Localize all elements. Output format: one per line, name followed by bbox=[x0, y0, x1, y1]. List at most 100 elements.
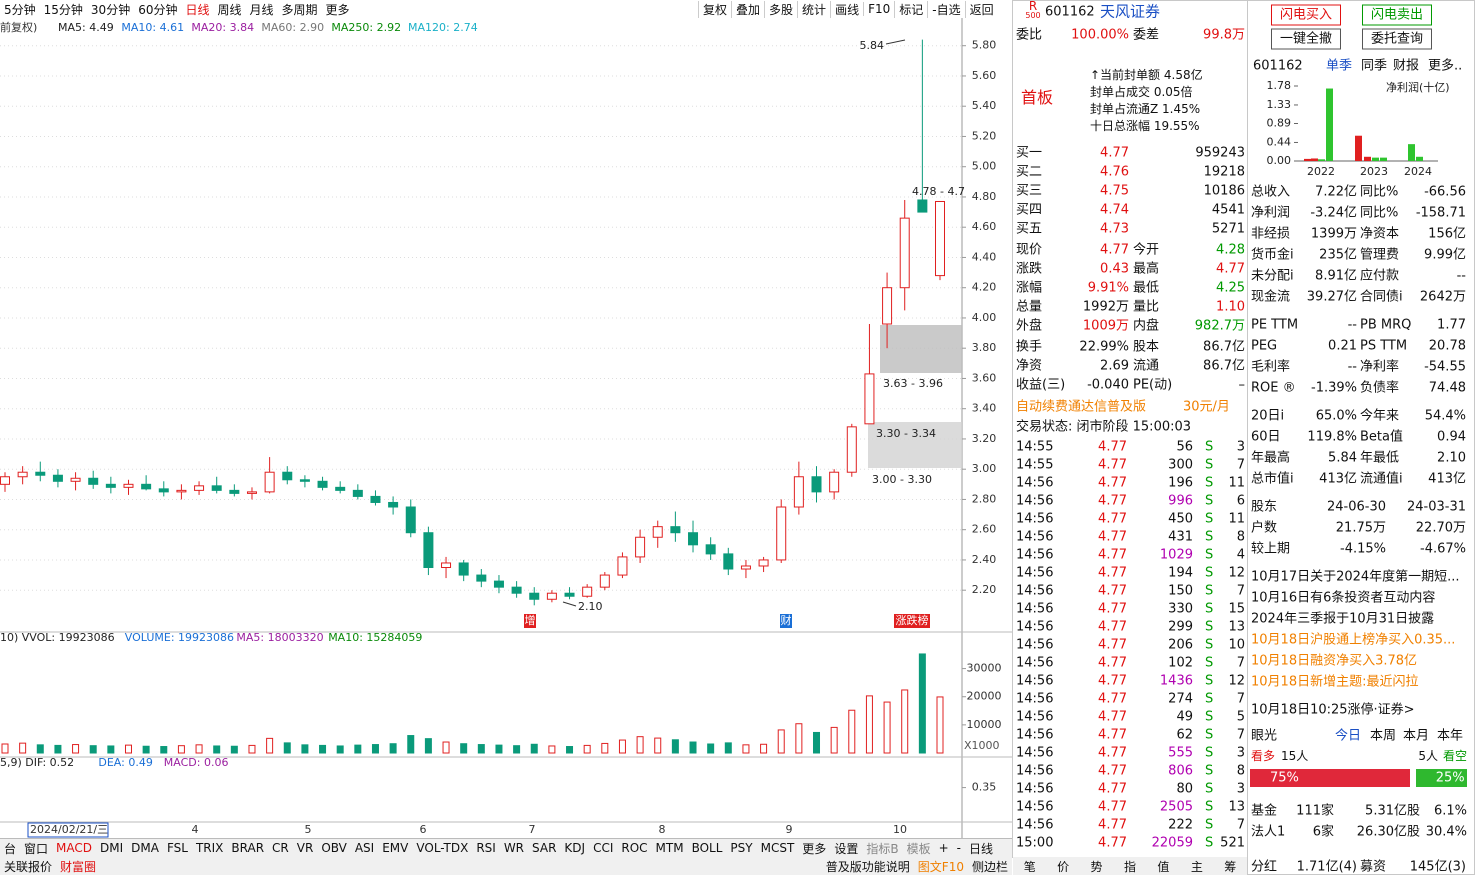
indicator-tab[interactable]: 指标B bbox=[866, 841, 899, 856]
link[interactable]: 侧边栏 bbox=[971, 859, 1008, 874]
indicator-tab[interactable]: VOL-TDX bbox=[416, 841, 469, 855]
control[interactable]: 日线 bbox=[968, 841, 993, 856]
period-tab[interactable]: 30分钟 bbox=[90, 2, 131, 17]
tool-button[interactable]: 多股 bbox=[764, 0, 797, 18]
news-item[interactable]: 10月18日融资净买入3.78亿 bbox=[1251, 653, 1418, 669]
indicator-tab[interactable]: TRIX bbox=[195, 841, 224, 855]
indicator-tab[interactable]: FSL bbox=[166, 841, 188, 855]
tool-button[interactable]: 返回 bbox=[964, 0, 998, 18]
news-item[interactable]: 10月18日新增主题:最近闪拉 bbox=[1251, 674, 1419, 690]
period-tab[interactable]: 60分钟 bbox=[138, 2, 178, 17]
tick-price: 4.77 bbox=[1098, 565, 1127, 581]
volume-bar bbox=[213, 745, 221, 754]
link[interactable]: 图文F10 bbox=[917, 859, 964, 874]
volume-bar bbox=[848, 709, 856, 754]
profit-bar bbox=[1408, 144, 1415, 161]
indicator-tab[interactable]: RSI bbox=[476, 841, 496, 855]
volume-bar bbox=[707, 743, 715, 754]
action-button[interactable]: 闪电卖出 bbox=[1361, 4, 1433, 26]
indicator-tab[interactable]: KDJ bbox=[564, 841, 586, 855]
news-item[interactable]: 10月16日有6条投资者互动内容 bbox=[1251, 590, 1436, 606]
tool-button[interactable]: -自选 bbox=[927, 0, 964, 18]
link[interactable]: 普及版功能说明 bbox=[825, 859, 910, 874]
indicator-tab[interactable]: 模板 bbox=[906, 841, 931, 856]
period-tab[interactable]: 日线 bbox=[185, 2, 210, 17]
tick-side: S bbox=[1205, 493, 1214, 509]
link[interactable]: 关联报价 bbox=[4, 859, 53, 874]
bid-price: 4.76 bbox=[1100, 164, 1129, 180]
indicator-tab[interactable]: PSY bbox=[730, 841, 753, 855]
tool-button[interactable]: 叠加 bbox=[731, 0, 764, 18]
action-button[interactable]: 一键全撤 bbox=[1270, 28, 1342, 50]
indicator-tab[interactable]: 台 bbox=[4, 841, 17, 856]
indicator-tab[interactable]: 更多 bbox=[802, 841, 827, 856]
indicator-tab[interactable]: EMV bbox=[382, 841, 409, 855]
x-tick-label: 5 bbox=[305, 823, 312, 836]
indicator-tab[interactable]: 设置 bbox=[834, 841, 859, 856]
board-line: 封单占成交 0.05倍 bbox=[1090, 85, 1193, 99]
y-tick-label: 2.80 bbox=[972, 492, 997, 505]
period-tab[interactable]: 15分钟 bbox=[43, 2, 83, 17]
indicator-tab[interactable]: OBV bbox=[321, 841, 347, 855]
vision-tab[interactable]: 今日 bbox=[1334, 728, 1362, 744]
indicator-tab[interactable]: ASI bbox=[354, 841, 375, 855]
candle-body bbox=[123, 483, 134, 488]
tick-count: 10 bbox=[1228, 637, 1245, 653]
tool-button[interactable]: 统计 bbox=[797, 0, 830, 18]
vision-tab[interactable]: 本周 bbox=[1369, 728, 1397, 744]
news-item[interactable]: 10月17日关于2024年度第一期短... bbox=[1251, 569, 1460, 585]
tick-count: 6 bbox=[1236, 493, 1245, 509]
tool-button[interactable]: 画线 bbox=[830, 0, 863, 18]
indicator-tab[interactable]: MTM bbox=[655, 841, 684, 855]
quote-tab[interactable]: 主 bbox=[1190, 859, 1203, 874]
bid-label: 买一 bbox=[1016, 145, 1043, 161]
indicator-tab[interactable]: SAR bbox=[532, 841, 557, 855]
tool-button[interactable]: 标记 bbox=[894, 0, 927, 18]
fin-value: 20.78 bbox=[1428, 338, 1466, 354]
control[interactable]: + bbox=[938, 841, 949, 855]
news-item[interactable]: 10月18日沪股通上榜净买入0.35... bbox=[1251, 632, 1456, 648]
fin-label: 今年来 bbox=[1360, 408, 1400, 424]
indicator-tab[interactable]: MACD bbox=[56, 841, 93, 855]
quote-tab[interactable]: 指 bbox=[1123, 859, 1136, 874]
indicator-tab[interactable]: BRAR bbox=[231, 841, 265, 855]
quote-tab[interactable]: 价 bbox=[1057, 859, 1070, 874]
quote-tab[interactable]: 值 bbox=[1157, 859, 1170, 874]
indicator-tab[interactable]: ROC bbox=[621, 841, 648, 855]
quote-tab[interactable]: 势 bbox=[1090, 859, 1103, 874]
tool-button[interactable]: 复权 bbox=[698, 0, 731, 18]
indicator-tab[interactable]: DMI bbox=[100, 841, 124, 855]
control[interactable]: - bbox=[956, 841, 961, 855]
inst-value: 6家 bbox=[1312, 824, 1334, 840]
candle-body bbox=[141, 483, 152, 490]
action-button[interactable]: 委托查询 bbox=[1361, 28, 1433, 50]
period-tab[interactable]: 5分钟 bbox=[4, 2, 36, 17]
tool-button[interactable]: F10 bbox=[863, 2, 894, 16]
indicator-tab[interactable]: WR bbox=[503, 841, 525, 855]
indicator-tab[interactable]: 窗口 bbox=[24, 841, 49, 856]
indicator-tab[interactable]: BOLL bbox=[691, 841, 723, 855]
period-tab[interactable]: 更多 bbox=[325, 2, 350, 17]
fin-value: -158.71 bbox=[1415, 205, 1466, 221]
tick-price: 4.77 bbox=[1098, 601, 1127, 617]
link[interactable]: 财富圈 bbox=[60, 859, 97, 874]
quote-tab[interactable]: 筹 bbox=[1224, 859, 1237, 874]
indicator-tab[interactable]: CR bbox=[272, 841, 289, 855]
x-tick-label: 7 bbox=[529, 823, 536, 836]
tick-time: 14:55 bbox=[1016, 439, 1054, 455]
news-item[interactable]: 2024年三季报于10月31日披露 bbox=[1251, 611, 1435, 627]
period-tab[interactable]: 多周期 bbox=[281, 2, 318, 17]
candle-body bbox=[211, 485, 222, 491]
indicator-tab[interactable]: DMA bbox=[131, 841, 159, 855]
vision-tab[interactable]: 本月 bbox=[1402, 728, 1430, 744]
quote-tab[interactable]: 笔 bbox=[1023, 859, 1036, 874]
indicator-tab[interactable]: MCST bbox=[760, 841, 795, 855]
action-button[interactable]: 闪电买入 bbox=[1270, 4, 1342, 26]
indicator-tab[interactable]: VR bbox=[296, 841, 314, 855]
period-tab[interactable]: 月线 bbox=[249, 2, 274, 17]
vision-tab[interactable]: 本年 bbox=[1436, 728, 1464, 744]
volume-bar bbox=[460, 743, 468, 754]
volume-bar bbox=[513, 745, 521, 754]
period-tab[interactable]: 周线 bbox=[217, 2, 242, 17]
indicator-tab[interactable]: CCI bbox=[593, 841, 614, 855]
